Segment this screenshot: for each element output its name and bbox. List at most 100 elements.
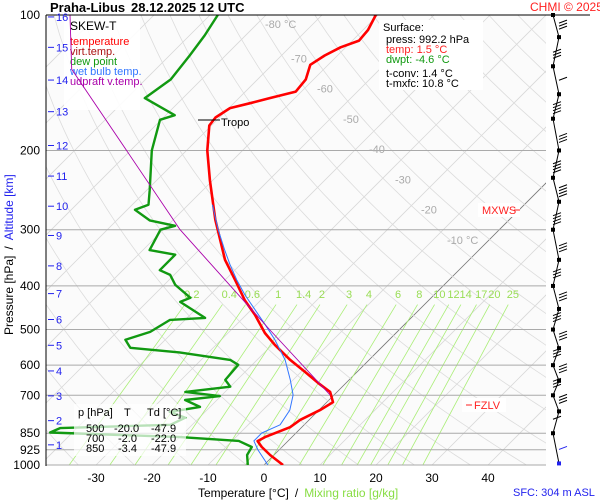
isotherm-line [207, 126, 546, 465]
legend-dew-point: dew point [70, 56, 117, 68]
table-cell: -47.9 [151, 423, 176, 435]
mixing-ratio-label: 3 [346, 289, 352, 301]
mixing-ratio-label: 14 [460, 289, 472, 301]
dry-adiabat-line [227, 15, 546, 346]
wind-barb-feather [552, 51, 562, 56]
wind-barb-feather [552, 212, 562, 217]
wind-barb-staff [552, 201, 560, 230]
wind-barb-feather [558, 193, 568, 198]
xlabel-sep: / [295, 486, 299, 500]
isotherm-line [46, 15, 267, 236]
altitude-tick-label: 16 [56, 12, 68, 24]
altitude-ticks: 16 15 14 13 12 11 10 9 8 7 6 5 4 3 2 1 [48, 12, 68, 452]
table-cell: 850 [86, 443, 104, 455]
wind-barb-staff [552, 308, 560, 330]
copyright: CHMI © 2025 [530, 0, 600, 14]
wind-barb-feather [558, 330, 568, 335]
sfc-altitude: SFC: 304 m ASL [513, 487, 595, 499]
wind-barb-staff [552, 150, 560, 178]
temperature-tick-label: 10 [313, 471, 327, 485]
isotherm-line [151, 70, 546, 465]
wind-barb-staff [552, 329, 560, 349]
pressure-tick-label: 600 [20, 358, 40, 372]
temperature-tick-label: 30 [425, 471, 439, 485]
mixing-ratio-label: 12 [447, 289, 459, 301]
wind-barb-feather [558, 248, 568, 253]
mixing-ratio-line [387, 304, 477, 465]
wind-barb-staff [552, 37, 560, 67]
wind-barb-feather [552, 350, 562, 355]
isotherm-line [375, 294, 546, 465]
altitude-tick-label: 1 [56, 440, 62, 452]
wind-barb-staff [552, 395, 560, 412]
isotherm-line [263, 182, 546, 465]
wind-barb-feather [552, 163, 562, 168]
mixing-ratio-label: 6 [395, 289, 401, 301]
ylabel-altitude: Altitude [km] [2, 174, 16, 240]
dry-adiabat-line [576, 15, 600, 465]
wind-barb-feather [552, 160, 562, 165]
pressure-tick-label: 700 [20, 388, 40, 402]
isotherm-label: -60 [317, 84, 333, 96]
wind-barb-feather [552, 377, 562, 382]
legend-wet-bulb: wet bulb temp. [69, 66, 142, 78]
mixing-ratio-label: 0.4 [222, 289, 237, 301]
mixing-ratio-line [341, 304, 435, 465]
wind-barb-feather [552, 218, 562, 223]
ylabel-pressure: Pressure [hPa] [2, 256, 16, 335]
wind-barb-staff [552, 380, 560, 396]
udpraft-v-temp-line [69, 15, 331, 396]
xlabel-mixing: Mixing ratio [g/kg] [304, 486, 398, 500]
mixing-ratio-label: 0.6 [245, 289, 260, 301]
table-row: 700 -2.0 -22.0 [86, 433, 176, 445]
surface-title: Surface: [383, 22, 424, 34]
pressure-tick-label: 500 [20, 323, 40, 337]
wind-barb-feather [552, 268, 562, 273]
wind-barb-feather [558, 242, 568, 247]
altitude-tick-label: 5 [56, 340, 62, 352]
wind-barb-staff [552, 259, 560, 287]
mixing-ratio-labels: 0.2 0.4 0.6 1 1.4 2 3 4 6 8 10 12 14 17 20 25 [184, 289, 519, 301]
altitude-tick-label: 2 [56, 416, 62, 428]
fzlv-bg [462, 398, 506, 412]
table-row: 500 -20.0 -47.9 [86, 423, 176, 435]
wind-barb-staff [552, 229, 560, 260]
wind-barb-feather [552, 104, 562, 109]
wind-barb-feather [552, 101, 562, 106]
altitude-tick-label: 7 [56, 289, 62, 301]
table-cell: -47.9 [151, 443, 176, 455]
dry-adiabat-line [343, 15, 546, 222]
wind-barb-feather [552, 318, 562, 323]
mixing-ratio-label: 20 [488, 289, 500, 301]
station-title: Praha-Libus [50, 0, 125, 15]
temperature-tick-label: -10 [199, 471, 217, 485]
pressure-tick-label: 200 [20, 143, 40, 157]
wind-barb-feather [552, 274, 562, 279]
altitude-tick-label: 6 [56, 315, 62, 327]
mixing-ratio-line [422, 304, 509, 465]
table-header-td: Td [°C] [147, 407, 181, 419]
mixing-ratio-line [402, 304, 491, 465]
wind-barb-feather [552, 315, 562, 320]
wind-barb-feather [558, 294, 568, 299]
temperature-ticks: -30 -20 -10 0 10 20 30 40 [87, 471, 495, 485]
dry-adiabat-line [169, 15, 546, 411]
wind-barb-feather [558, 399, 568, 404]
wind-barb-feather [558, 363, 568, 368]
wind-barb-staff [552, 364, 560, 381]
table-cell: -2.0 [118, 433, 137, 445]
surface-tconv: t-conv: 1.4 °C [386, 68, 453, 80]
wind-barb-staff [552, 411, 560, 434]
table-cell: -22.0 [151, 433, 176, 445]
dry-adiabat-line [285, 15, 546, 283]
wind-barb-feather [558, 187, 568, 192]
wind-barb-feather [552, 215, 562, 220]
isotherm-line [46, 15, 435, 404]
wind-barb-dot [557, 461, 561, 466]
wind-barb-feather [558, 25, 568, 30]
x-axis-title: Temperature [°C] / Mixing ratio [g/kg] [198, 486, 398, 500]
isotherm-line [319, 238, 546, 465]
altitude-tick-label: 8 [56, 261, 62, 273]
wind-barb-feather [558, 291, 568, 296]
